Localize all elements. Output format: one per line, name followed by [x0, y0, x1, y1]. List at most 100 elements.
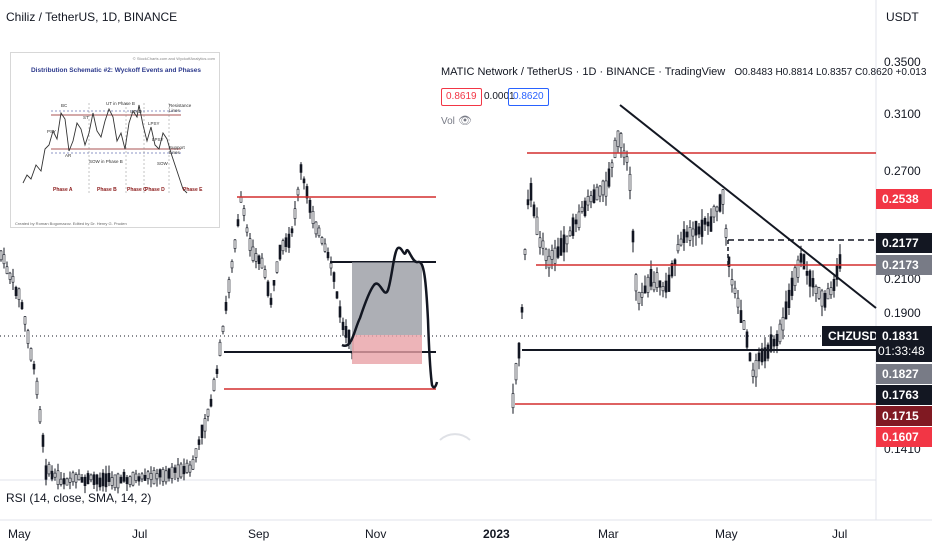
drawn-projection-path[interactable]: [341, 246, 439, 389]
candle-body: [694, 220, 698, 236]
schematic-title: Distribution Schematic #2: Wyckoff Event…: [30, 67, 201, 74]
x-tick: Jul: [832, 527, 848, 541]
candle-body: [56, 470, 60, 485]
y-tick: 0.3100: [884, 107, 921, 121]
matic-trendline[interactable]: [619, 104, 877, 309]
svg-text:UT in Phase B: UT in Phase B: [106, 101, 135, 106]
candle-body: [562, 234, 566, 253]
candle-body: [335, 291, 339, 299]
candle-body: [829, 287, 833, 296]
bar-countdown: 01:33:48: [878, 344, 925, 358]
candle-body: [146, 471, 150, 479]
candle-body: [44, 465, 48, 480]
symbol-title[interactable]: Chiliz / TetherUS, 1D, BINANCE: [6, 10, 178, 24]
candle-body: [287, 233, 291, 248]
rsi-indicator-label[interactable]: RSI (14, close, SMA, 14, 2): [6, 491, 152, 505]
candle-body: [637, 291, 641, 305]
candle-body: [730, 279, 734, 286]
candle-body: [667, 274, 671, 292]
candle-body: [323, 243, 327, 252]
candle-body: [793, 267, 797, 287]
candle-body: [134, 473, 138, 481]
candle-body: [688, 227, 692, 241]
schematic-diagram: BC PSY AR ST UT in Phase B SOW in Phase …: [22, 101, 203, 194]
candle-body: [212, 379, 216, 391]
candle-body: [559, 238, 563, 256]
candle-body: [161, 468, 165, 482]
candle-body: [619, 133, 623, 149]
candle-body: [823, 292, 827, 308]
candle-body: [191, 459, 195, 470]
candle-body: [703, 218, 707, 225]
candle-body: [137, 476, 141, 482]
candle-body: [308, 199, 312, 213]
candle-body: [206, 408, 210, 417]
candle-body: [230, 261, 234, 269]
candle-body: [62, 478, 66, 485]
candle-body: [649, 268, 653, 287]
schematic-source: © StockCharts.com and WyckoffAnalytics.c…: [132, 56, 215, 61]
x-tick: Sep: [248, 527, 270, 541]
candle-body: [679, 238, 683, 246]
volume-label[interactable]: Vol: [441, 116, 455, 127]
candle-body: [305, 186, 309, 199]
price-tag-dashed: 0.2177: [876, 233, 932, 253]
bid-price[interactable]: 0.8619: [441, 88, 482, 106]
candle-body: [17, 288, 21, 300]
candle-body: [670, 263, 674, 277]
candle-body: [709, 216, 713, 232]
candle-body: [643, 285, 647, 294]
candle-body: [778, 323, 782, 343]
candle-body: [820, 290, 824, 307]
loading-arc: [439, 433, 471, 441]
candle-body: [682, 229, 686, 243]
price-tag-red-2: 0.1607: [876, 427, 932, 447]
candle-body: [341, 321, 345, 331]
candle-body: [571, 217, 575, 236]
candle-body: [568, 230, 572, 237]
candle-body: [251, 246, 255, 261]
candle-body: [101, 472, 105, 487]
candle-body: [577, 211, 581, 228]
candle-body: [763, 347, 767, 362]
ask-price[interactable]: 0.8620: [508, 88, 549, 106]
projection-box-gray[interactable]: [352, 262, 422, 335]
matic-symbol-legend[interactable]: MATIC Network / TetherUS · 1D · BINANCE …: [441, 66, 926, 78]
candle-body: [50, 470, 54, 480]
eye-icon[interactable]: 👁: [458, 115, 472, 127]
candle-body: [281, 240, 285, 252]
x-tick: Jul: [132, 527, 148, 541]
candle-body: [194, 448, 198, 458]
candle-body: [0, 250, 3, 261]
spread-value: 0.0001: [484, 91, 515, 102]
candle-body: [32, 363, 36, 370]
candle-body: [104, 473, 108, 488]
candle-body: [278, 244, 282, 260]
candle-body: [215, 368, 219, 374]
candle-body: [628, 173, 632, 191]
candle-body: [640, 292, 644, 298]
last-price-value: 0.1831: [882, 329, 919, 343]
candle-body: [11, 276, 15, 283]
svg-text:Phase E: Phase E: [183, 187, 203, 193]
candle-body: [236, 219, 240, 227]
candle-body: [661, 286, 665, 292]
candle-body: [652, 281, 656, 291]
candle-body: [613, 139, 617, 158]
schematic-label-bc: BC: [61, 103, 68, 108]
candle-body: [769, 334, 773, 352]
candle-body: [152, 470, 156, 485]
candle-body: [658, 280, 662, 288]
candle-body: [532, 204, 536, 217]
last-price-tag: 0.1831 01:33:48: [876, 326, 932, 362]
candle-body: [302, 178, 306, 184]
candle-body: [574, 219, 578, 225]
svg-text:Phase A: Phase A: [53, 187, 73, 193]
projection-box-red[interactable]: [352, 335, 422, 364]
candle-body: [260, 257, 264, 269]
price-tag-red: 0.2538: [876, 189, 932, 209]
candle-body: [601, 180, 605, 196]
candle-body: [724, 228, 728, 238]
candle-body: [625, 156, 629, 163]
